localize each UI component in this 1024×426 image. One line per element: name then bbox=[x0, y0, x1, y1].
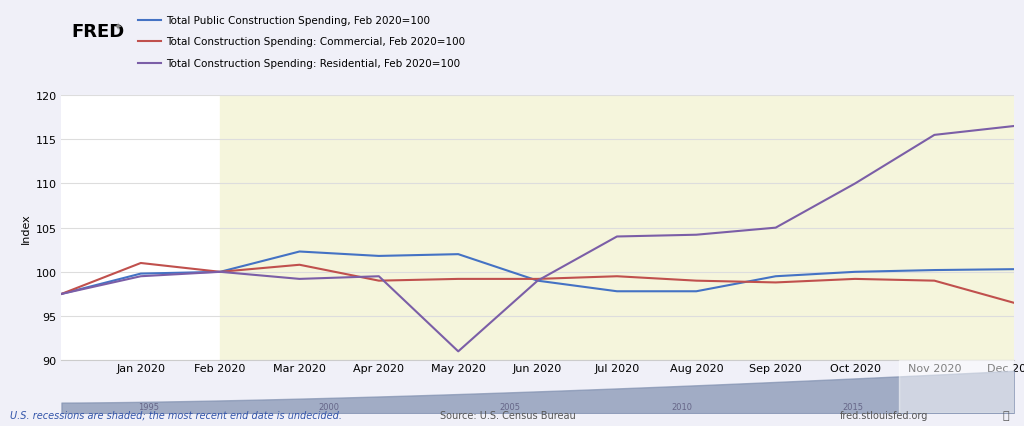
Text: 1995: 1995 bbox=[137, 402, 159, 411]
Text: 2010: 2010 bbox=[671, 402, 692, 411]
Text: Total Public Construction Spending, Feb 2020=100: Total Public Construction Spending, Feb … bbox=[166, 16, 430, 26]
Bar bbox=[220, 96, 1014, 360]
Text: FRED: FRED bbox=[71, 23, 124, 41]
Text: fred.stlouisfed.org: fred.stlouisfed.org bbox=[840, 410, 928, 420]
Text: ⛶: ⛶ bbox=[1002, 410, 1009, 420]
Text: Total Construction Spending: Commercial, Feb 2020=100: Total Construction Spending: Commercial,… bbox=[166, 37, 465, 47]
Bar bbox=[899, 360, 1014, 413]
Text: 2000: 2000 bbox=[318, 402, 340, 411]
Text: U.S. recessions are shaded; the most recent end date is undecided.: U.S. recessions are shaded; the most rec… bbox=[10, 410, 342, 420]
Text: 2005: 2005 bbox=[500, 402, 520, 411]
Text: ✦: ✦ bbox=[114, 23, 122, 33]
Y-axis label: Index: Index bbox=[22, 213, 32, 243]
Text: Total Construction Spending: Residential, Feb 2020=100: Total Construction Spending: Residential… bbox=[166, 59, 461, 69]
Text: 2015: 2015 bbox=[843, 402, 863, 411]
Text: Source: U.S. Census Bureau: Source: U.S. Census Bureau bbox=[440, 410, 577, 420]
